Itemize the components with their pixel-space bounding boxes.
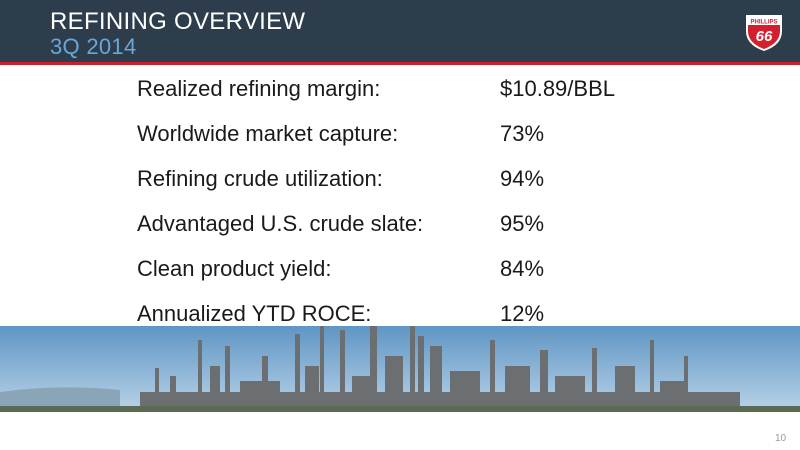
metric-row: Refining crude utilization: 94%: [137, 160, 697, 205]
logo-band: [748, 17, 780, 25]
logo-text: PHILLIPS: [750, 20, 777, 26]
metric-value: 84%: [500, 256, 545, 281]
metric-value: 94%: [500, 166, 545, 191]
metric-label: Realized refining margin:: [137, 76, 381, 101]
metric-value: 95%: [500, 211, 545, 236]
metric-label: Worldwide market capture:: [137, 121, 399, 146]
logo-number: 66: [756, 28, 773, 45]
metric-row: Worldwide market capture: 73%: [137, 115, 697, 160]
metric-label: Refining crude utilization:: [137, 166, 383, 191]
hills: [0, 387, 120, 412]
metric-row: Clean product yield: 84%: [137, 250, 697, 295]
metric-row: Annualized YTD ROCE: 12%: [137, 295, 697, 340]
slide-subtitle: 3Q 2014: [50, 34, 137, 59]
header-bar: REFINING OVERVIEW 3Q 2014 PHILLIPS 66: [0, 0, 800, 62]
page-number: 10: [775, 433, 787, 444]
metric-value: 73%: [500, 121, 545, 146]
refinery-photo: [0, 326, 800, 412]
slide-title: REFINING OVERVIEW: [50, 8, 306, 35]
ground: [0, 406, 800, 412]
metrics-list: Realized refining margin: $10.89/BBL World…: [137, 70, 697, 340]
metric-row: Advantaged U.S. crude slate: 95%: [137, 205, 697, 250]
metric-label: Clean product yield:: [137, 256, 332, 281]
header-rule: [0, 62, 800, 65]
metric-value: $10.89/BBL: [500, 76, 615, 101]
metric-value: 12%: [500, 301, 545, 326]
logo: PHILLIPS 66: [746, 15, 782, 51]
metric-label: Advantaged U.S. crude slate:: [137, 211, 424, 236]
metric-label: Annualized YTD ROCE:: [137, 301, 372, 326]
metric-row: Realized refining margin: $10.89/BBL: [137, 70, 697, 115]
